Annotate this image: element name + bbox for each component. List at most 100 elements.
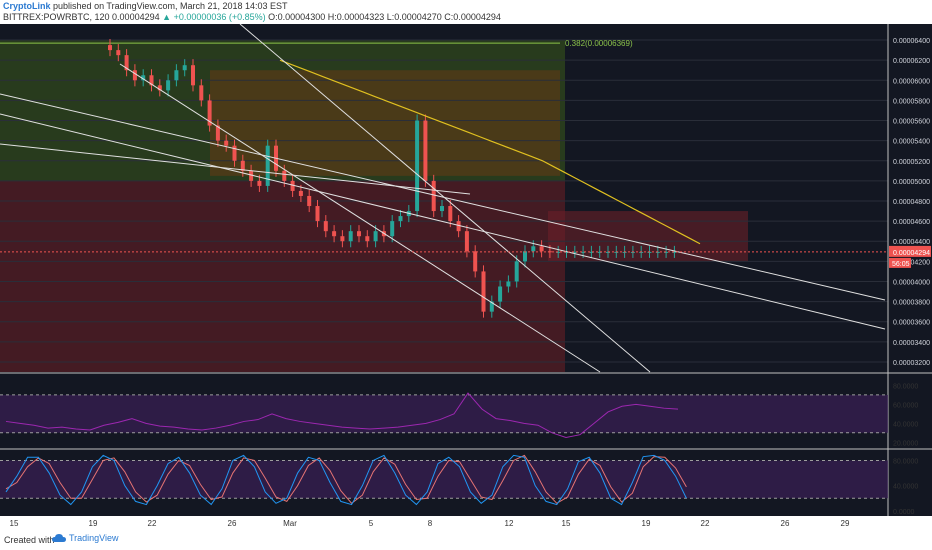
price-axis-label: 0.00003800 bbox=[893, 300, 930, 307]
trend-line bbox=[239, 24, 651, 373]
candle-body bbox=[157, 85, 162, 91]
time-axis-label: 26 bbox=[781, 519, 790, 528]
candle-body bbox=[357, 231, 361, 237]
time-axis-label: 19 bbox=[642, 519, 651, 528]
candle-body bbox=[348, 231, 353, 242]
tradingview-cloud-icon bbox=[52, 534, 66, 542]
candle-body bbox=[581, 251, 586, 253]
candle-body bbox=[141, 75, 146, 81]
candle-body bbox=[423, 120, 428, 181]
up-arrow-icon: ▲ bbox=[162, 12, 172, 22]
candle-body bbox=[564, 251, 569, 253]
moving-average-line bbox=[279, 59, 701, 245]
price-axis-label: 0.00003200 bbox=[893, 360, 930, 367]
price-axis-label: 0.00003400 bbox=[893, 340, 930, 347]
candle-body bbox=[315, 206, 320, 222]
fib-label: 0.382(0.00006369) bbox=[565, 39, 633, 48]
price-tag-text: 0.00004294 bbox=[893, 250, 930, 257]
stoch-k-line bbox=[5, 454, 687, 506]
candle-body bbox=[149, 75, 154, 86]
chart-header: CryptoLink published on TradingView.com,… bbox=[0, 0, 932, 24]
rsi-line bbox=[5, 392, 679, 439]
candle-body bbox=[523, 251, 527, 262]
candle-body bbox=[174, 70, 179, 81]
candle-body bbox=[191, 65, 195, 86]
candle-body bbox=[464, 231, 469, 252]
candle-body bbox=[572, 251, 577, 253]
fib-zone-green bbox=[0, 40, 565, 181]
candle-body bbox=[556, 251, 561, 253]
rsi-axis-label: 40.0000 bbox=[893, 421, 918, 428]
candle-body bbox=[440, 206, 444, 212]
price-axis-label: 0.00005600 bbox=[893, 119, 930, 126]
chart-canvas[interactable]: 0.00006400 0.00006200 0.00006000 0.00005800… bbox=[0, 24, 932, 530]
price-axis-label: 0.00005000 bbox=[893, 179, 930, 186]
candle-body bbox=[514, 261, 519, 282]
stoch-axis-label: 40.0000 bbox=[893, 484, 918, 491]
time-axis-label: 26 bbox=[228, 519, 237, 528]
price-axis-label: 0.00006200 bbox=[893, 58, 930, 65]
symbol-label[interactable]: BITTREX:POWRBTC, 120 bbox=[3, 12, 110, 22]
candle-body bbox=[132, 70, 137, 81]
cloud-zone bbox=[210, 70, 560, 176]
price-axis-label: 0.00004800 bbox=[893, 199, 930, 206]
fib-zone-red bbox=[0, 180, 565, 372]
candle-body bbox=[431, 180, 436, 212]
rsi-axis-label: 20.0000 bbox=[893, 440, 918, 447]
time-axis-label: 15 bbox=[562, 519, 571, 528]
candle-body bbox=[199, 85, 204, 101]
candle-body bbox=[390, 221, 395, 237]
time-axis-bg bbox=[0, 516, 932, 530]
candle-body bbox=[232, 145, 237, 161]
candle-body bbox=[240, 160, 245, 171]
price-tag-box bbox=[889, 245, 931, 257]
candle-body bbox=[182, 65, 187, 71]
candle-body bbox=[398, 216, 403, 222]
candle-body bbox=[166, 80, 171, 91]
symbol-line: BITTREX:POWRBTC, 120 0.00004294 ▲ +0.000… bbox=[3, 12, 501, 22]
price-axis-label: 0.00005800 bbox=[893, 98, 930, 105]
price-axis-label: 0.00004000 bbox=[893, 279, 930, 286]
candle-body bbox=[489, 301, 494, 312]
candle-body bbox=[124, 55, 129, 71]
price-axis-label: 0.00006400 bbox=[893, 38, 930, 45]
last-price: 0.00004294 bbox=[112, 12, 160, 22]
tradingview-link[interactable]: TradingView bbox=[52, 533, 119, 543]
candle-body bbox=[448, 206, 453, 222]
trend-line bbox=[0, 113, 886, 330]
time-axis-label: 5 bbox=[369, 519, 374, 528]
candle-body bbox=[672, 251, 677, 253]
publish-info: published on TradingView.com, March 21, … bbox=[53, 1, 288, 11]
candle-body bbox=[323, 221, 328, 232]
candle-body bbox=[340, 236, 345, 242]
trend-line bbox=[0, 93, 886, 301]
stoch-axis-label: 0.0000 bbox=[893, 509, 915, 516]
candle-body bbox=[664, 251, 669, 253]
stoch-band bbox=[0, 460, 888, 499]
author-link[interactable]: CryptoLink bbox=[3, 1, 51, 11]
candle-body bbox=[290, 180, 295, 191]
price-axis-label: 0.00004200 bbox=[893, 259, 930, 266]
candle-body bbox=[498, 286, 503, 302]
price-axis-label: 0.00006000 bbox=[893, 78, 930, 85]
price-axis-label: 0.00003600 bbox=[893, 320, 930, 327]
candle-body bbox=[481, 271, 486, 312]
candle-body bbox=[456, 221, 461, 232]
rsi-band bbox=[0, 394, 888, 433]
rsi-axis-label: 60.0000 bbox=[893, 402, 918, 409]
candle-body bbox=[207, 100, 212, 126]
price-axis-label: 0.00004400 bbox=[893, 239, 930, 246]
candle-body bbox=[265, 145, 270, 186]
candle-body bbox=[116, 50, 121, 56]
time-axis-label: 29 bbox=[841, 519, 850, 528]
stoch-d-line bbox=[5, 454, 687, 504]
trend-line bbox=[0, 143, 471, 195]
created-with-label: Created with bbox=[4, 535, 55, 545]
candle-body bbox=[473, 251, 478, 272]
trend-line bbox=[119, 63, 601, 373]
price-axis-label: 0.00005400 bbox=[893, 139, 930, 146]
candle-body bbox=[215, 125, 220, 141]
time-axis-label: 15 bbox=[10, 519, 19, 528]
resistance-zone bbox=[548, 211, 748, 262]
